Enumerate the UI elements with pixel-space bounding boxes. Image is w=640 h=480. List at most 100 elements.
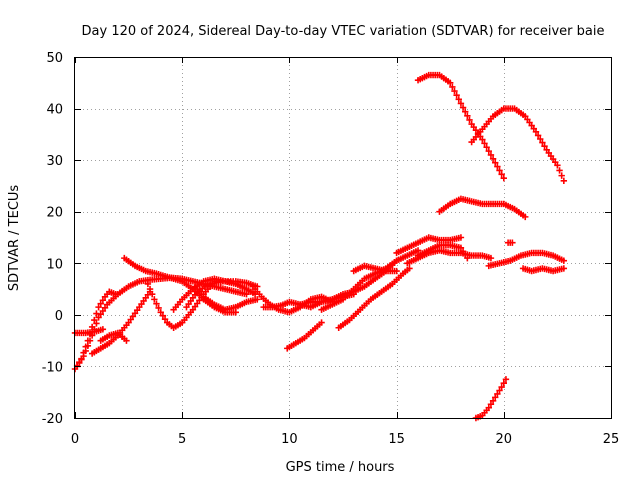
data-point — [449, 83, 456, 91]
data-point — [146, 285, 154, 293]
data-point — [487, 401, 495, 408]
data-point — [99, 297, 107, 304]
data-point — [254, 296, 261, 303]
data-point — [148, 291, 156, 298]
data-point — [541, 143, 548, 150]
data-point — [466, 116, 473, 124]
data-point — [498, 383, 505, 391]
data-point — [462, 251, 469, 258]
data-marks — [71, 71, 568, 422]
series-arc-z — [485, 249, 568, 270]
data-point — [459, 104, 467, 111]
series-arc-u — [414, 71, 507, 182]
grid — [75, 57, 611, 418]
series-arc-k — [249, 283, 336, 316]
data-point — [485, 147, 492, 155]
data-point — [123, 337, 130, 344]
data-point — [457, 100, 465, 107]
data-point — [155, 304, 162, 312]
x-tick-label: 5 — [178, 432, 186, 447]
chart-title: Day 120 of 2024, Sidereal Day-to-day VTE… — [82, 24, 605, 39]
x-tick-label: 25 — [603, 432, 620, 447]
data-point — [558, 172, 565, 179]
x-tick-label: 15 — [388, 432, 405, 447]
data-point — [78, 356, 85, 363]
data-point — [494, 390, 501, 398]
data-point — [161, 315, 169, 323]
series-arc-o — [335, 265, 413, 331]
series-arc-r — [393, 234, 465, 257]
y-tick-label: -20 — [42, 412, 63, 427]
x-tick-label: 0 — [71, 432, 79, 447]
data-point — [498, 171, 505, 178]
data-point — [97, 300, 104, 307]
series-arc-d — [88, 288, 154, 357]
y-axis-title: SDTVAR / TECUs — [7, 185, 22, 292]
series-arc-n — [284, 319, 325, 352]
data-point — [406, 265, 413, 272]
data-point — [560, 265, 568, 272]
series-arc-j — [191, 283, 261, 313]
data-point — [462, 108, 469, 115]
axis-ticks: 0 5 10 15 20 25 -20 -10 0 10 20 30 40 50 — [42, 51, 620, 447]
data-point — [95, 303, 102, 311]
plot-frame — [74, 57, 612, 419]
data-point — [500, 379, 507, 387]
data-point — [560, 177, 568, 184]
series-arc-e — [97, 329, 130, 344]
data-point — [502, 376, 510, 383]
data-point — [451, 87, 458, 95]
data-point — [447, 79, 454, 86]
series-arc-m — [296, 257, 400, 308]
data-point — [457, 234, 465, 241]
data-point — [84, 342, 92, 349]
data-point — [153, 300, 160, 307]
data-point — [86, 337, 94, 344]
y-tick-label: -10 — [42, 360, 63, 375]
data-point — [496, 167, 503, 174]
data-point — [457, 244, 465, 252]
data-point — [481, 140, 488, 147]
data-point — [492, 159, 499, 166]
data-point — [157, 309, 164, 316]
data-point — [494, 163, 501, 170]
data-point — [464, 112, 471, 119]
x-tick-label: 20 — [496, 432, 513, 447]
data-point — [483, 144, 490, 151]
data-point — [489, 155, 497, 163]
data-point — [522, 213, 529, 221]
data-point — [393, 267, 400, 275]
data-point — [489, 397, 497, 405]
series-arc-t — [414, 242, 471, 262]
data-point — [539, 139, 546, 146]
data-point — [318, 319, 325, 326]
y-tick-label: 20 — [46, 206, 63, 221]
data-point — [560, 257, 568, 264]
series-arc-w — [436, 195, 529, 221]
data-point — [99, 307, 107, 315]
series-arc-x — [472, 376, 510, 422]
data-point — [492, 394, 499, 401]
data-point — [76, 359, 83, 367]
data-point — [554, 162, 561, 169]
data-point — [509, 239, 516, 246]
y-tick-label: 0 — [55, 309, 63, 324]
data-point — [101, 304, 109, 311]
series-arc-y — [504, 239, 516, 246]
x-tick-label: 10 — [281, 432, 298, 447]
data-point — [487, 254, 495, 262]
data-point — [537, 135, 544, 143]
data-point — [151, 296, 158, 303]
data-point — [93, 320, 100, 327]
data-point — [487, 151, 495, 159]
series-arc-b — [73, 274, 250, 370]
data-point — [459, 248, 467, 255]
data-point — [479, 136, 486, 143]
data-point — [144, 280, 152, 288]
data-point — [500, 174, 507, 182]
series-arc-aa — [519, 265, 568, 275]
y-tick-label: 10 — [46, 257, 63, 272]
data-point — [485, 404, 492, 411]
data-point — [99, 326, 107, 333]
